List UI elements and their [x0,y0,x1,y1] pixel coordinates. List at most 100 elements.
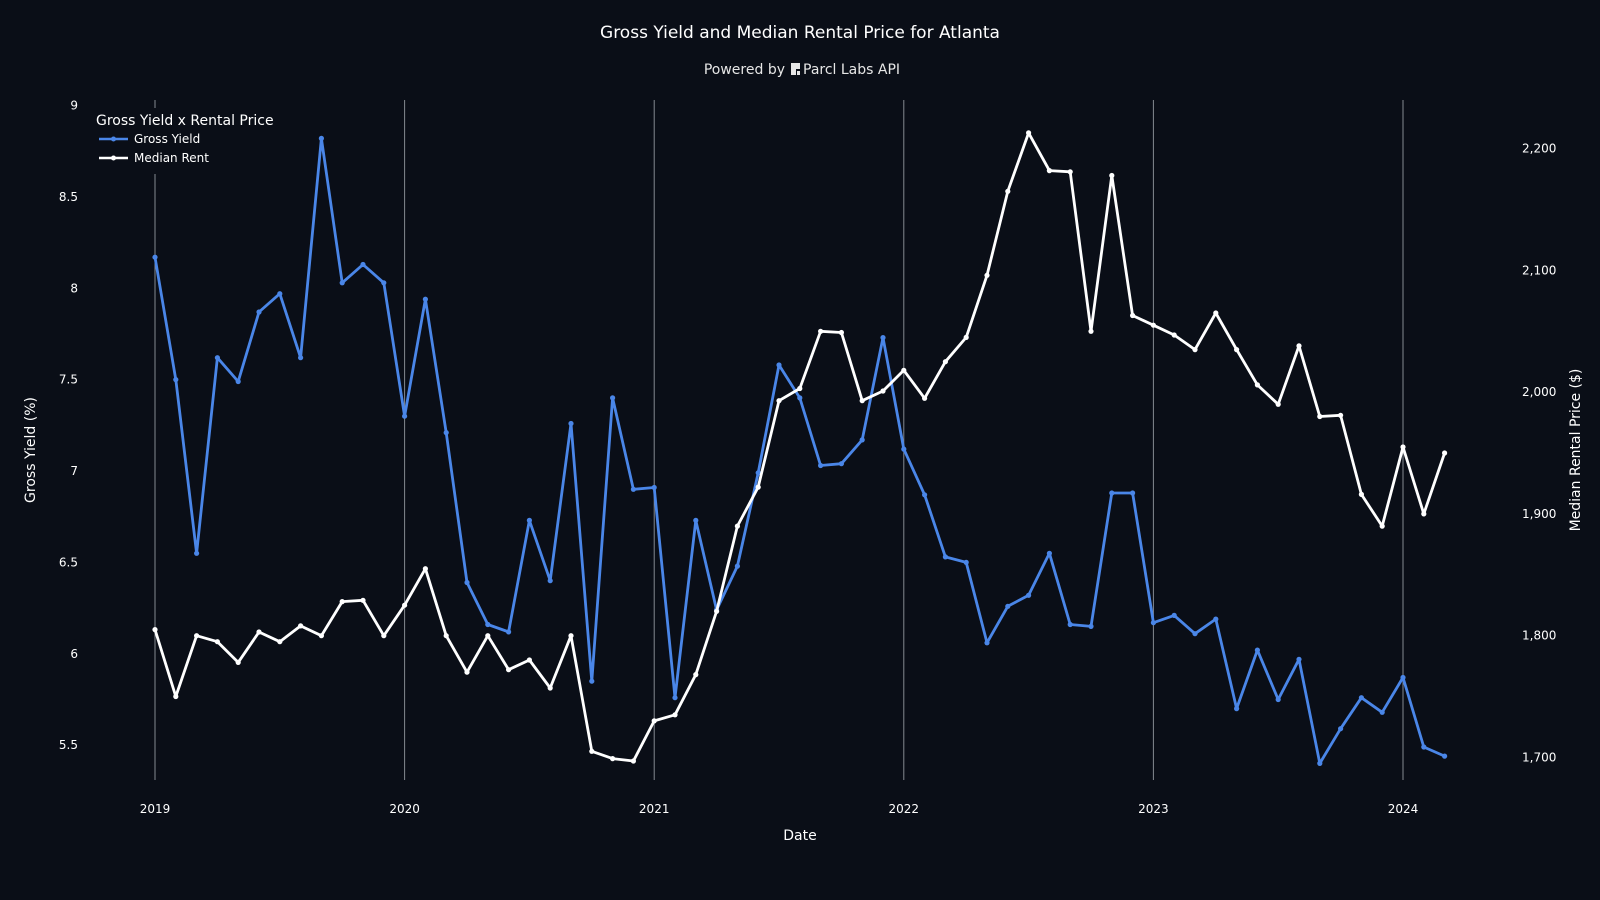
data-point-gross-yield-2024-02 [1421,744,1427,750]
y-left-tick-label-9: 9 [70,98,78,112]
data-point-gross-yield-2022-09 [1067,621,1073,628]
data-point-gross-yield-2020-06 [506,629,512,635]
subtitle-brand: Parcl Labs API [803,62,900,78]
data-point-gross-yield-2019-01 [152,254,158,260]
legend-item-median-rent[interactable]: Median Rent [99,151,209,165]
legend-marker-gross-yield [111,136,116,142]
data-point-gross-yield-2021-01 [651,484,657,491]
data-point-median-rent-2022-06 [1005,188,1011,194]
y-axis-right: 2,200 2,100 2,000 1,900 1,800 1,700 [1522,142,1556,765]
data-point-gross-yield-2022-12 [1130,490,1136,496]
x-axis-title: Date [783,828,816,844]
data-point-gross-yield-2021-07 [776,362,782,368]
legend-marker-median-rent [111,155,116,161]
data-point-gross-yield-2020-05 [485,621,491,628]
data-point-gross-yield-2020-02 [422,296,428,302]
data-point-gross-yield-2021-06 [755,470,761,476]
data-point-gross-yield-2021-08 [797,395,803,401]
data-point-gross-yield-2022-04 [963,559,969,566]
data-point-gross-yield-2019-04 [214,355,220,361]
data-point-gross-yield-2019-06 [256,309,262,315]
data-point-gross-yield-2020-03 [443,430,449,436]
x-tick-label-2020: 2020 [389,802,420,816]
subtitle: Powered by Parcl Labs API [704,62,900,78]
data-point-gross-yield-2022-11 [1109,490,1115,496]
legend-item-gross-yield[interactable]: Gross Yield [99,132,200,146]
data-point-median-rent-2019-04 [214,639,220,645]
data-point-median-rent-2020-06 [506,667,512,673]
legend-title: Gross Yield x Rental Price [96,113,274,129]
data-point-gross-yield-2019-03 [194,550,200,556]
data-point-median-rent-2020-10 [589,748,595,754]
y-left-tick-label-7: 7 [70,464,78,478]
data-point-median-rent-2019-05 [235,659,241,666]
data-point-gross-yield-2020-12 [630,486,637,492]
data-point-median-rent-2024-02 [1421,511,1427,517]
data-point-median-rent-2019-06 [256,629,262,635]
data-point-median-rent-2019-08 [298,623,304,629]
data-point-median-rent-2022-07 [1026,130,1032,136]
data-point-gross-yield-2023-11 [1358,695,1364,701]
data-point-gross-yield-2021-02 [672,695,678,701]
data-point-median-rent-2023-06 [1254,382,1260,388]
data-point-median-rent-2022-03 [942,359,949,365]
y-right-tick-label-1800: 1,800 [1522,629,1556,643]
data-point-gross-yield-2020-07 [526,517,533,524]
data-point-median-rent-2019-10 [339,599,345,605]
data-point-median-rent-2022-04 [963,334,969,340]
data-point-gross-yield-2022-08 [1046,550,1052,556]
data-point-gross-yield-2020-10 [589,678,595,684]
data-point-median-rent-2021-10 [838,329,845,336]
data-point-median-rent-2024-01 [1400,444,1406,450]
data-point-median-rent-2024-03 [1442,450,1448,456]
data-point-median-rent-2023-12 [1379,523,1385,529]
x-tick-label-2023: 2023 [1138,802,1169,816]
data-point-median-rent-2023-03 [1192,347,1198,353]
y-right-tick-label-1700: 1,700 [1522,750,1556,764]
data-point-gross-yield-2023-12 [1379,709,1385,715]
data-point-gross-yield-2022-01 [901,446,907,452]
y-axis-left: 9 8.5 8 7.5 7 6.5 6 5.5 [59,98,78,752]
data-point-median-rent-2019-02 [173,693,179,700]
x-axis: 2019 2020 2021 2022 2023 2024 [140,802,1419,816]
data-point-gross-yield-2019-08 [298,355,304,361]
data-point-gross-yield-2023-01 [1150,620,1156,626]
data-point-median-rent-2022-11 [1109,172,1115,179]
data-point-gross-yield-2023-07 [1275,696,1281,703]
parcl-labs-logo-icon [791,63,800,75]
data-point-median-rent-2022-12 [1130,312,1136,319]
data-point-gross-yield-2021-12 [880,335,886,341]
x-tick-label-2024: 2024 [1388,802,1419,816]
data-point-median-rent-2019-07 [277,639,283,645]
data-point-median-rent-2023-09 [1317,413,1323,420]
data-point-median-rent-2023-01 [1150,322,1156,328]
data-point-gross-yield-2020-04 [464,579,470,586]
data-point-gross-yield-2022-03 [942,554,949,560]
data-point-gross-yield-2020-01 [402,413,408,419]
data-point-gross-yield-2019-02 [173,377,179,383]
data-point-median-rent-2021-03 [693,672,699,678]
plot-series [152,130,1448,767]
data-point-gross-yield-2021-03 [693,517,699,524]
x-gridlines [154,100,1404,780]
data-point-gross-yield-2019-12 [381,280,387,286]
data-point-gross-yield-2019-05 [235,378,241,385]
data-point-gross-yield-2022-10 [1088,623,1094,630]
x-tick-label-2019: 2019 [140,802,171,816]
data-point-median-rent-2020-03 [443,633,449,639]
data-point-gross-yield-2024-01 [1400,674,1406,681]
data-point-median-rent-2020-01 [402,602,408,608]
data-point-median-rent-2022-01 [901,367,907,373]
legend-label-median-rent: Median Rent [134,151,209,165]
data-point-median-rent-2019-01 [152,627,158,633]
data-point-median-rent-2021-07 [776,398,782,404]
data-point-median-rent-2023-02 [1171,332,1177,338]
data-point-gross-yield-2022-07 [1026,592,1032,598]
data-point-median-rent-2019-11 [360,597,366,603]
y-right-tick-label-2100: 2,100 [1522,263,1556,277]
data-point-median-rent-2022-08 [1046,168,1052,174]
data-point-gross-yield-2020-08 [547,578,553,584]
data-point-median-rent-2020-09 [568,633,574,639]
data-point-median-rent-2020-12 [630,758,637,764]
y-axis-left-title: Gross Yield (%) [23,397,39,503]
